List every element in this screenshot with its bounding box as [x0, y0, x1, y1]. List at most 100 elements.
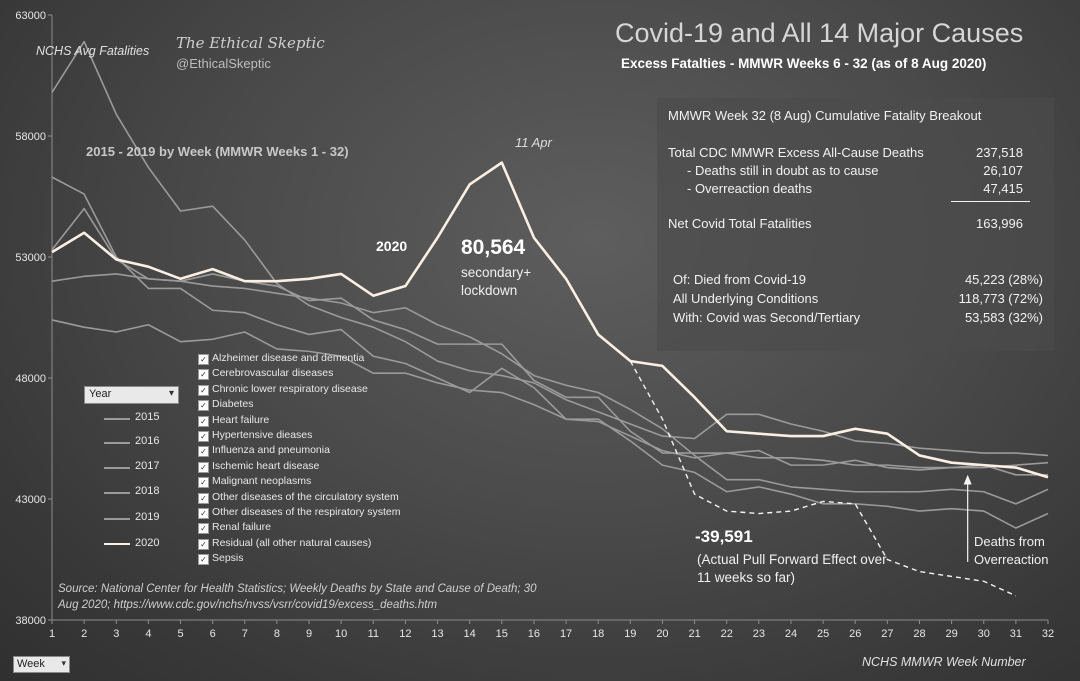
x-tick-label: 11	[368, 628, 379, 640]
y-tick-label: 48000	[15, 373, 46, 385]
split-value: 53,583 (32%)	[964, 310, 1043, 325]
cause-filter-item[interactable]: ✓ Renal failure	[198, 521, 271, 536]
series-line-2017	[51, 207, 1048, 476]
y-tick-label: 53000	[15, 252, 46, 264]
cause-filter-item[interactable]: ✓ Sepsis	[198, 552, 244, 567]
legend-item-2018[interactable]: 2018	[104, 484, 184, 500]
breakout-panel: MMWR Week 32 (8 Aug) Cumulative Fatality…	[657, 98, 1054, 351]
cause-filter-item[interactable]: ✓ Hypertensive dieases	[198, 429, 312, 444]
x-tick-label: 9	[306, 628, 312, 640]
split-label: With: Covid was Second/Tertiary	[673, 310, 861, 325]
label-2020: 2020	[376, 238, 408, 254]
legend-label: 2019	[135, 511, 160, 523]
checkbox-checked-icon[interactable]: ✓	[198, 369, 209, 381]
x-tick-label: 4	[145, 628, 151, 640]
series-line-2015	[51, 40, 1049, 457]
series-line-2018	[51, 273, 1049, 505]
cause-filter-item[interactable]: ✓ Alzheimer disease and dementia	[198, 352, 364, 367]
filter-dropdown-icon[interactable]: ▾	[61, 658, 66, 668]
x-tick-label: 29	[945, 628, 957, 640]
cause-filter-item[interactable]: ✓ Influenza and pneumonia	[198, 444, 330, 459]
x-tick-label: 22	[721, 628, 733, 640]
x-tick-label: 31	[1010, 628, 1022, 640]
week-field-label: Week	[17, 658, 45, 670]
pull-forward-note: (Actual Pull Forward Effect over 11 week…	[697, 552, 887, 585]
legend-label: 2015	[135, 411, 160, 423]
checkbox-checked-icon[interactable]: ✓	[198, 554, 209, 566]
overreaction-arrowhead	[963, 474, 972, 485]
peak-date-annotation: 11 Apr	[515, 135, 552, 150]
week-field-button[interactable]: Week ▾	[13, 656, 70, 673]
peak-note-annotation: secondary+ lockdown	[461, 265, 532, 298]
checkbox-checked-icon[interactable]: ✓	[198, 431, 209, 442]
x-tick-label: 23	[753, 628, 765, 640]
breakout-label: - Overreaction deaths	[687, 181, 813, 196]
x-tick-label: 30	[978, 628, 990, 640]
cause-filter-item[interactable]: ✓ Diabetes	[198, 398, 253, 413]
checkbox-checked-icon[interactable]: ✓	[198, 400, 209, 412]
checkbox-checked-icon[interactable]: ✓	[198, 354, 209, 365]
checkbox-checked-icon[interactable]: ✓	[198, 508, 209, 519]
pull-forward-value: -39,591	[695, 527, 753, 546]
checkbox-checked-icon[interactable]: ✓	[198, 446, 209, 458]
x-tick-label: 27	[881, 628, 893, 640]
cause-filter-item[interactable]: ✓ Other diseases of the circulatory syste…	[198, 491, 399, 506]
cause-filter-item[interactable]: ✓ Chronic lower respiratory disease	[198, 383, 368, 398]
year-field-button[interactable]: Year ▾	[84, 386, 179, 404]
x-tick-label: 18	[592, 628, 604, 640]
source-note: Source: National Center for Health Stati…	[58, 583, 537, 611]
x-tick-label: 2	[81, 628, 87, 640]
chart-subtitle: Excess Fatalties - MMWR Weeks 6 - 32 (as…	[621, 56, 987, 71]
split-label: All Underlying Conditions	[673, 291, 819, 306]
x-tick-label: 10	[335, 628, 347, 640]
period-annotation: 2015 - 2019 by Week (MMWR Weeks 1 - 32)	[86, 144, 349, 159]
x-tick-label: 19	[624, 628, 636, 640]
legend-item-2019[interactable]: 2019	[104, 510, 184, 526]
legend-item-2015[interactable]: 2015	[104, 410, 184, 426]
checkbox-checked-icon[interactable]: ✓	[198, 538, 209, 550]
breakout-label: Total CDC MMWR Excess All-Cause Deaths	[668, 145, 924, 160]
x-tick-label: 26	[849, 628, 861, 640]
split-value: 118,773 (72%)	[958, 291, 1043, 306]
checkbox-checked-icon[interactable]: ✓	[198, 384, 209, 396]
watermark-name: The Ethical Skeptic	[176, 34, 325, 52]
filter-dropdown-icon[interactable]: ▾	[168, 388, 174, 399]
legend-item-2016[interactable]: 2016	[104, 434, 184, 450]
checkbox-checked-icon[interactable]: ✓	[198, 415, 209, 427]
watermark-handle: @EthicalSkeptic	[176, 56, 271, 71]
x-tick-label: 1	[49, 628, 55, 640]
checkbox-checked-icon[interactable]: ✓	[198, 492, 209, 504]
cause-filter-item[interactable]: ✓ Malignant neoplasms	[198, 475, 311, 490]
x-tick-label: 20	[656, 628, 668, 640]
y-axis-label: NCHS Avg Fatalities	[36, 44, 150, 58]
x-tick-label: 17	[560, 628, 572, 640]
cause-filter-item[interactable]: ✓ Heart failure	[198, 414, 269, 429]
x-tick-label: 7	[242, 628, 248, 640]
overreaction-annotation: Deaths from Overreaction	[974, 534, 1049, 567]
y-tick-label: 58000	[15, 131, 46, 143]
cause-filter-item[interactable]: ✓ Cerebrovascular diseases	[198, 367, 333, 382]
cause-filter-item[interactable]: ✓ Ischemic heart disease	[198, 460, 319, 475]
cause-filter-item[interactable]: ✓ Other diseases of the respiratory syste…	[198, 506, 401, 521]
checkbox-checked-icon[interactable]: ✓	[198, 477, 209, 489]
x-axis-label: NCHS MMWR Week Number	[862, 655, 1026, 669]
legend-line-2018	[104, 492, 130, 494]
x-tick-label: 25	[817, 628, 829, 640]
legend-label: 2018	[135, 485, 160, 497]
y-tick-label: 38000	[15, 615, 46, 627]
x-tick-label: 5	[177, 628, 183, 640]
series-line-2020	[51, 161, 1049, 479]
checkbox-checked-icon[interactable]: ✓	[198, 461, 209, 473]
split-label: Of: Died from Covid-19	[673, 272, 806, 287]
legend-line-2020	[104, 543, 130, 546]
cause-filter-item[interactable]: ✓ Residual (all other natural causes)	[198, 537, 371, 552]
legend-item-2017[interactable]: 2017	[104, 459, 184, 475]
breakout-label: - Deaths still in doubt as to cause	[687, 163, 879, 178]
x-tick-label: 32	[1042, 628, 1054, 640]
split-value: 45,223 (28%)	[964, 272, 1043, 287]
y-tick-label: 63000	[15, 10, 46, 22]
x-tick-label: 24	[785, 628, 797, 640]
legend-item-2020[interactable]: 2020	[104, 536, 184, 552]
checkbox-checked-icon[interactable]: ✓	[198, 523, 209, 535]
